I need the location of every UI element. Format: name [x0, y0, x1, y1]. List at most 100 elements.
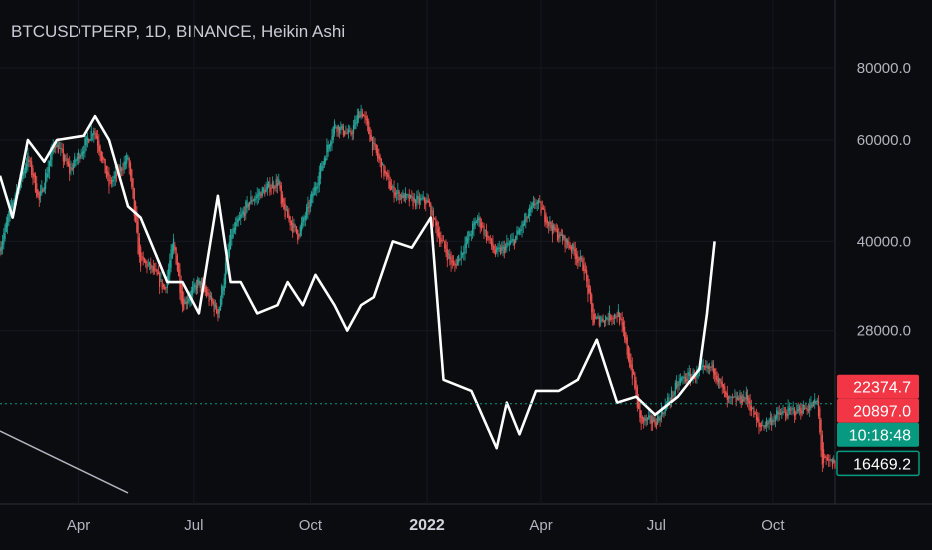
- candle-body: [236, 218, 238, 227]
- candle-body: [643, 417, 645, 422]
- candle-body: [646, 417, 649, 420]
- candle-body: [186, 301, 189, 303]
- candle-body: [616, 316, 618, 318]
- candle-body: [497, 247, 499, 250]
- candle-body: [12, 202, 14, 208]
- x-tick-label: Apr: [67, 517, 90, 534]
- trend-line-drawing[interactable]: [0, 430, 129, 494]
- candle-body: [493, 246, 495, 254]
- candle-body: [383, 164, 385, 177]
- candle-body: [119, 165, 121, 172]
- candle-body: [209, 295, 211, 298]
- candle-body: [67, 161, 70, 166]
- candle-body: [98, 140, 100, 152]
- candle-body: [819, 408, 821, 433]
- candle-body: [271, 182, 274, 189]
- candle-body: [734, 395, 736, 397]
- candle-body: [382, 163, 384, 166]
- candle-body: [175, 247, 177, 265]
- candle-body: [821, 434, 823, 465]
- candle-body: [294, 225, 296, 227]
- candle-body: [648, 415, 650, 419]
- candle-body: [588, 284, 590, 293]
- candle-body: [740, 396, 742, 404]
- candle-body: [586, 270, 588, 282]
- candle-body: [824, 455, 826, 458]
- candle-body: [553, 224, 555, 231]
- candle-body: [701, 365, 703, 369]
- candle-body: [221, 285, 223, 305]
- candle-body: [569, 245, 571, 249]
- candle-body: [127, 158, 129, 159]
- candle-body: [450, 256, 452, 265]
- candle-body: [162, 284, 165, 287]
- candle-body: [445, 244, 447, 254]
- candle-body: [752, 407, 754, 409]
- candle-body: [240, 214, 242, 219]
- y-tick-label: 28000.0: [857, 323, 911, 340]
- candle-body: [360, 108, 362, 117]
- candle-body: [559, 231, 561, 237]
- candle-body: [304, 215, 306, 220]
- candle-body: [259, 191, 261, 196]
- candle-body: [37, 189, 39, 195]
- candle-body: [779, 413, 782, 415]
- candle-body: [529, 207, 531, 216]
- candle-body: [250, 196, 252, 204]
- candle-body: [427, 200, 429, 203]
- candle-body: [375, 144, 377, 153]
- candle-body: [822, 449, 825, 463]
- candle-body: [342, 126, 344, 136]
- candle-body: [746, 395, 749, 401]
- candle-body: [431, 210, 433, 212]
- candle-body: [197, 279, 199, 288]
- candle-body: [104, 159, 106, 174]
- candle-body: [65, 158, 67, 160]
- candle-body: [66, 158, 68, 165]
- candle-body: [319, 163, 322, 179]
- candle-body: [379, 156, 381, 161]
- candle-body: [80, 154, 82, 158]
- candle-body: [484, 230, 486, 231]
- candle-body: [523, 219, 526, 226]
- candle-body: [615, 316, 617, 318]
- candle-body: [621, 318, 623, 326]
- candle-body: [598, 316, 600, 326]
- candle-body: [560, 234, 562, 236]
- candle-body: [314, 187, 317, 191]
- price-label: 10:18:48: [837, 422, 919, 447]
- candle-body: [224, 263, 227, 285]
- candle-body: [278, 179, 280, 185]
- candle-body: [683, 376, 685, 378]
- candle-body: [204, 286, 206, 293]
- candle-body: [575, 253, 578, 259]
- candle-body: [10, 204, 13, 211]
- candle-body: [447, 253, 450, 255]
- candle-body: [727, 396, 730, 399]
- candle-body: [26, 164, 28, 170]
- candle-body: [290, 220, 293, 225]
- candle-body: [459, 258, 461, 260]
- candle-body: [83, 151, 85, 154]
- candle-body: [140, 247, 142, 267]
- candle-body: [156, 269, 158, 275]
- candle-body: [270, 188, 272, 190]
- candle-body: [336, 127, 338, 133]
- candle-body: [725, 391, 727, 395]
- candle-body: [435, 218, 437, 226]
- candle-body: [34, 175, 37, 192]
- candle-body: [631, 364, 633, 379]
- candle-body: [573, 246, 575, 251]
- candle-body: [32, 167, 34, 179]
- candle-body: [341, 124, 343, 129]
- candle-body: [355, 122, 357, 125]
- candle-body: [8, 211, 10, 223]
- candle-body: [468, 231, 470, 241]
- candle-body: [738, 398, 740, 400]
- candle-body: [460, 251, 462, 260]
- price-label: 22374.7: [837, 374, 919, 399]
- candle-body: [753, 408, 755, 418]
- candle-body: [833, 458, 835, 463]
- candle-body: [662, 412, 664, 414]
